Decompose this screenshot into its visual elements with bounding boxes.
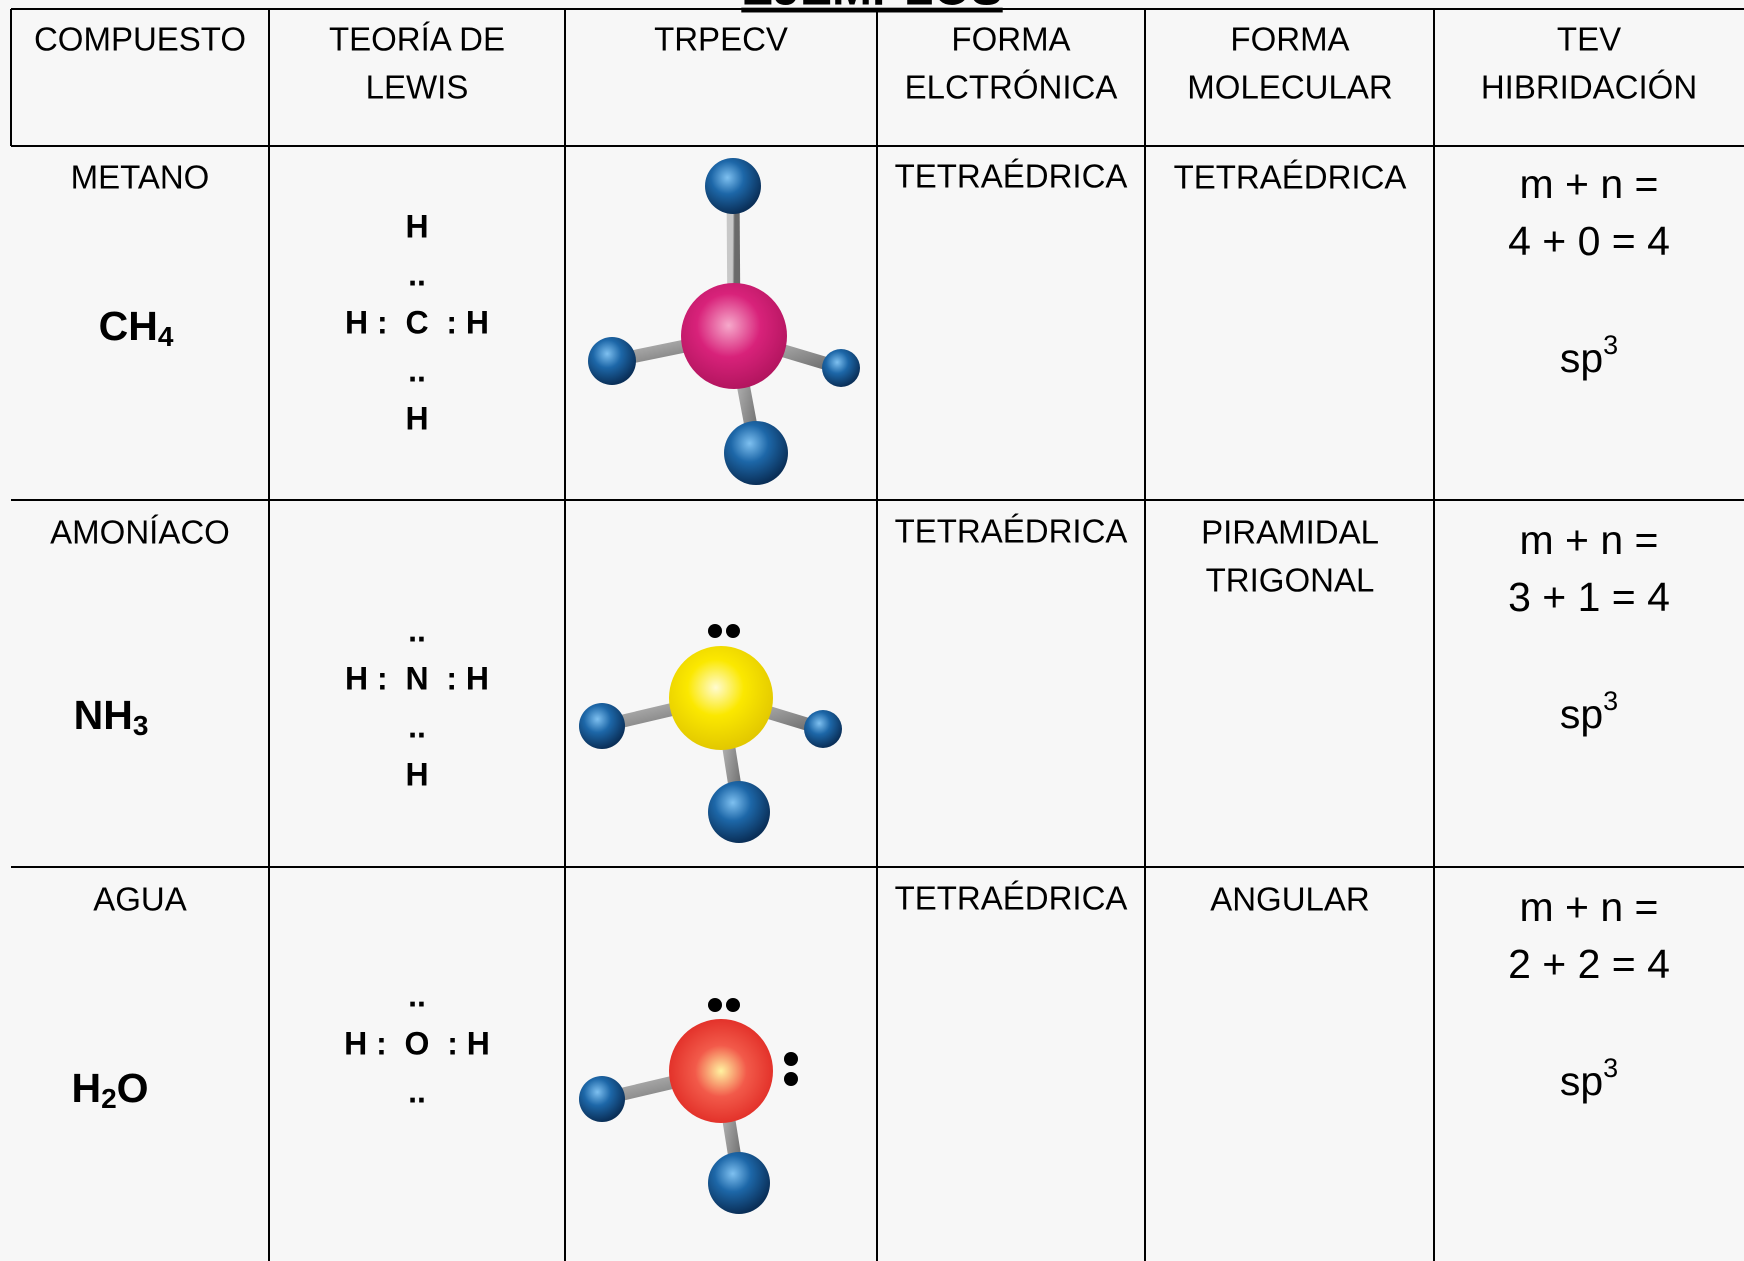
hybridization-text: sp — [1560, 1058, 1603, 1104]
compound-name: METANO — [71, 159, 210, 196]
formula-text: NH — [74, 692, 133, 738]
molecule — [579, 998, 798, 1214]
hydrogen-atom — [708, 1152, 770, 1214]
lewis-line: .. — [408, 256, 426, 292]
central-atom — [669, 646, 773, 750]
molecule — [588, 158, 860, 485]
tev-line: m + n = — [1519, 517, 1658, 563]
hydrogen-atom — [705, 158, 761, 214]
lewis-line: H : C : H — [345, 304, 489, 340]
column-header: MOLECULAR — [1187, 69, 1392, 106]
table: COMPUESTO TEORÍA DE LEWIS TRPECV FORMA ELCTRÓ… — [34, 21, 1697, 1214]
lewis-line: .. — [408, 612, 426, 648]
molecule — [579, 624, 842, 843]
formula-text: H — [71, 1065, 101, 1111]
tev-line: 2 + 2 = 4 — [1508, 941, 1670, 987]
electronic-shape: TETRAÉDRICA — [895, 880, 1128, 917]
column-header: TEORÍA DE — [329, 21, 505, 58]
lone-pair-dot — [784, 1072, 798, 1086]
molecular-shape: PIRAMIDAL — [1201, 514, 1379, 551]
hybridization-superscript: 3 — [1603, 1053, 1618, 1083]
lewis-line: H — [405, 400, 428, 436]
formula: NH3 — [74, 692, 149, 742]
hybridization: sp3 — [1560, 1053, 1618, 1104]
formula-subscript: 3 — [133, 710, 149, 741]
compound-name: AMONÍACO — [50, 514, 230, 551]
lone-pair-dot — [726, 624, 740, 638]
column-header: TEV — [1557, 21, 1621, 58]
electronic-shape: TETRAÉDRICA — [895, 513, 1128, 550]
lewis-line: .. — [408, 977, 426, 1013]
lewis-line: H : O : H — [344, 1025, 490, 1061]
formula-text: O — [117, 1065, 149, 1111]
formula-text: CH — [99, 303, 158, 349]
hybridization-superscript: 3 — [1603, 330, 1618, 360]
molecular-shape: TETRAÉDRICA — [1174, 159, 1407, 196]
page-title: EJEMPLOS — [741, 0, 1002, 16]
central-atom — [669, 1019, 773, 1123]
tev-line: m + n = — [1519, 161, 1658, 207]
column-header: TRPECV — [654, 21, 788, 58]
hydrogen-atom — [822, 349, 860, 387]
hydrogen-atom — [724, 421, 788, 485]
tev-line: 4 + 0 = 4 — [1508, 218, 1670, 264]
formula: H2O — [71, 1065, 148, 1115]
formula-subscript: 4 — [158, 321, 174, 352]
column-header: FORMA — [951, 21, 1070, 58]
lewis-line: H — [405, 208, 428, 244]
hydrogen-atom — [579, 703, 625, 749]
lone-pair-dot — [708, 998, 722, 1012]
column-header: FORMA — [1230, 21, 1349, 58]
hybridization: sp3 — [1560, 330, 1618, 381]
molecular-shape: ANGULAR — [1210, 881, 1370, 918]
hybridization-superscript: 3 — [1603, 686, 1618, 716]
column-header: COMPUESTO — [34, 21, 246, 58]
hybridization-text: sp — [1560, 335, 1603, 381]
hydrogen-atom — [588, 337, 636, 385]
lone-pair-dot — [784, 1052, 798, 1066]
column-header: LEWIS — [366, 69, 469, 106]
table-grid — [10, 8, 1744, 1261]
hybridization-text: sp — [1560, 691, 1603, 737]
electronic-shape: TETRAÉDRICA — [895, 158, 1128, 195]
lewis-line: H — [405, 756, 428, 792]
formula-subscript: 2 — [101, 1083, 117, 1114]
lewis-line: .. — [408, 708, 426, 744]
hydrogen-atom — [804, 710, 842, 748]
central-atom — [681, 283, 787, 389]
lone-pair-dot — [708, 624, 722, 638]
column-header: ELCTRÓNICA — [905, 69, 1118, 106]
lewis-line: .. — [408, 1073, 426, 1109]
tev-line: m + n = — [1519, 884, 1658, 930]
hydrogen-atom — [708, 781, 770, 843]
lewis-line: H : N : H — [345, 660, 489, 696]
column-header: HIBRIDACIÓN — [1481, 69, 1697, 106]
lone-pair-dot — [726, 998, 740, 1012]
lewis-line: .. — [408, 352, 426, 388]
compound-name: AGUA — [93, 881, 187, 918]
hydrogen-atom — [579, 1076, 625, 1122]
molecular-shape: TRIGONAL — [1206, 562, 1375, 599]
hybridization: sp3 — [1560, 686, 1618, 737]
tev-line: 3 + 1 = 4 — [1508, 574, 1670, 620]
formula: CH4 — [99, 303, 174, 353]
